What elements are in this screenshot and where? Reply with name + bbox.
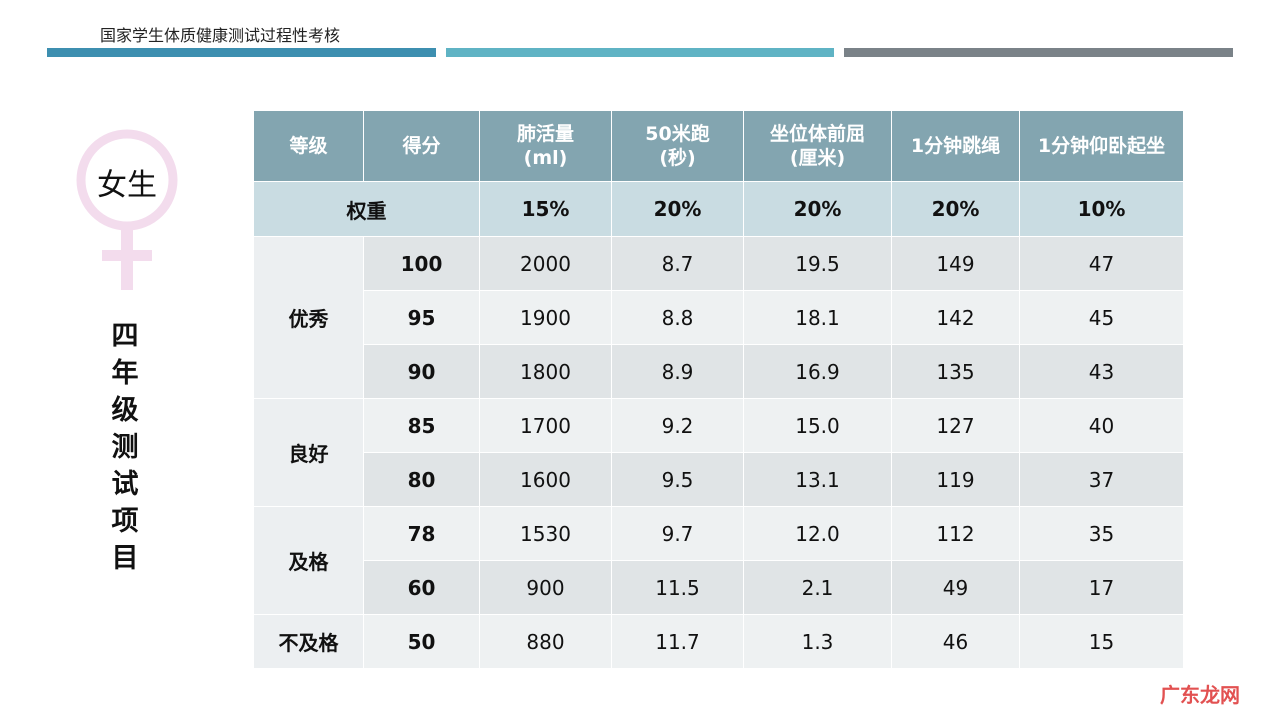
vertical-title: 四年级测试项目	[108, 318, 142, 577]
vertical-title-char: 年	[111, 358, 139, 389]
column-header: 肺活量 (ml)	[479, 110, 612, 182]
header-bar-teal	[446, 48, 834, 57]
value-cell: 17	[1019, 560, 1184, 615]
score-cell: 80	[363, 452, 480, 507]
table-row: 优秀 100 2000 8.7 19.5 149 47	[253, 236, 1184, 399]
weight-value: 20%	[891, 181, 1020, 237]
column-header: 1分钟跳绳	[891, 110, 1020, 182]
weight-value: 15%	[479, 181, 612, 237]
grade-cell: 优秀	[253, 236, 364, 399]
grade-cell: 良好	[253, 398, 364, 507]
value-cell: 16.9	[743, 344, 892, 399]
vertical-title-char: 四	[111, 321, 139, 352]
value-cell: 8.8	[611, 290, 744, 345]
value-cell: 8.9	[611, 344, 744, 399]
value-cell: 1600	[479, 452, 612, 507]
page-header-title: 国家学生体质健康测试过程性考核	[100, 26, 341, 45]
value-cell: 18.1	[743, 290, 892, 345]
weight-value: 10%	[1019, 181, 1184, 237]
score-cell: 90	[363, 344, 480, 399]
value-cell: 13.1	[743, 452, 892, 507]
value-cell: 9.5	[611, 452, 744, 507]
value-cell: 45	[1019, 290, 1184, 345]
score-cell: 78	[363, 506, 480, 561]
value-cell: 1530	[479, 506, 612, 561]
table-row: 良好 85 1700 9.2 15.0 127 40	[253, 398, 1184, 507]
score-cell: 100	[363, 236, 480, 291]
value-cell: 2000	[479, 236, 612, 291]
value-cell: 35	[1019, 506, 1184, 561]
value-cell: 46	[891, 614, 1020, 669]
value-cell: 11.7	[611, 614, 744, 669]
table-row: 60 900 11.5 2.1 49 17	[254, 560, 1184, 615]
value-cell: 149	[891, 236, 1020, 291]
value-cell: 1900	[479, 290, 612, 345]
female-symbol-icon	[72, 122, 182, 302]
column-header: 1分钟仰卧起坐	[1019, 110, 1184, 182]
table-row: 及格 78 1530 9.7 12.0 112 35	[253, 506, 1184, 615]
value-cell: 1700	[479, 398, 612, 453]
value-cell: 135	[891, 344, 1020, 399]
value-cell: 142	[891, 290, 1020, 345]
gender-label: 女生	[97, 168, 157, 203]
weight-value: 20%	[743, 181, 892, 237]
weight-label: 权重	[253, 181, 480, 237]
table-row: 不及格 50 880 11.7 1.3 46 15	[253, 614, 1184, 669]
grade-cell: 及格	[253, 506, 364, 615]
column-header: 50米跑 (秒)	[611, 110, 744, 182]
value-cell: 1.3	[743, 614, 892, 669]
value-cell: 12.0	[743, 506, 892, 561]
value-cell: 900	[479, 560, 612, 615]
fitness-score-table: 等级 得分 肺活量 (ml) 50米跑 (秒) 坐位体前屈 (厘米) 1分钟跳绳 1分钟仰卧…	[253, 110, 1184, 669]
value-cell: 49	[891, 560, 1020, 615]
column-header: 等级	[253, 110, 364, 182]
value-cell: 9.7	[611, 506, 744, 561]
value-cell: 15	[1019, 614, 1184, 669]
value-cell: 1800	[479, 344, 612, 399]
vertical-title-char: 目	[111, 543, 139, 574]
value-cell: 2.1	[743, 560, 892, 615]
value-cell: 112	[891, 506, 1020, 561]
value-cell: 11.5	[611, 560, 744, 615]
vertical-title-char: 测	[111, 432, 139, 463]
value-cell: 127	[891, 398, 1020, 453]
column-header: 坐位体前屈 (厘米)	[743, 110, 892, 182]
weight-value: 20%	[611, 181, 744, 237]
table-row: 80 1600 9.5 13.1 119 37	[254, 452, 1184, 507]
score-cell: 85	[363, 398, 480, 453]
value-cell: 37	[1019, 452, 1184, 507]
score-cell: 60	[363, 560, 480, 615]
value-cell: 19.5	[743, 236, 892, 291]
header-bar-gray	[844, 48, 1233, 57]
value-cell: 880	[479, 614, 612, 669]
table-row: 90 1800 8.9 16.9 135 43	[254, 344, 1184, 399]
value-cell: 9.2	[611, 398, 744, 453]
value-cell: 43	[1019, 344, 1184, 399]
score-cell: 95	[363, 290, 480, 345]
table-row: 95 1900 8.8 18.1 142 45	[254, 290, 1184, 345]
value-cell: 47	[1019, 236, 1184, 291]
header-bar-blue	[47, 48, 436, 57]
watermark-logo: 广东龙网	[1160, 683, 1240, 707]
grade-cell: 不及格	[253, 614, 364, 669]
value-cell: 15.0	[743, 398, 892, 453]
value-cell: 40	[1019, 398, 1184, 453]
vertical-title-char: 试	[111, 469, 139, 500]
value-cell: 8.7	[611, 236, 744, 291]
column-header: 得分	[363, 110, 480, 182]
vertical-title-char: 项	[111, 506, 139, 537]
vertical-title-char: 级	[111, 395, 139, 426]
value-cell: 119	[891, 452, 1020, 507]
score-cell: 50	[363, 614, 480, 669]
